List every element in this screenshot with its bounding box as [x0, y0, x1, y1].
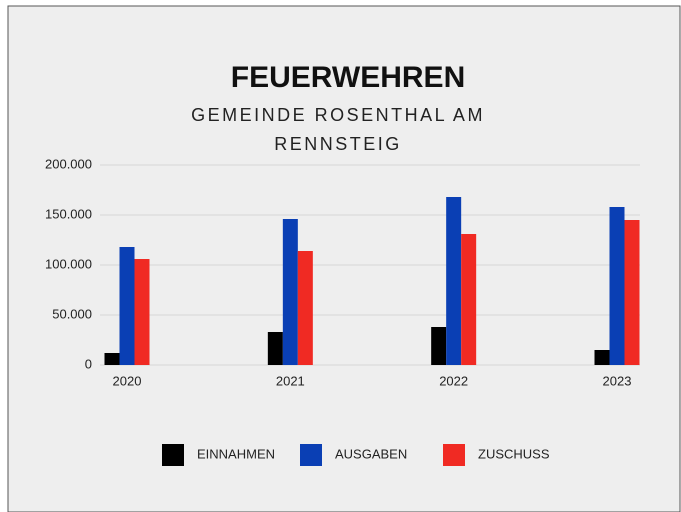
x-tick-label: 2020	[113, 373, 142, 388]
bar	[609, 207, 625, 365]
bar	[594, 350, 610, 365]
legend-swatch	[443, 444, 465, 466]
x-tick-label: 2022	[439, 373, 468, 388]
y-tick-label: 100.000	[45, 256, 92, 271]
legend-swatch	[162, 444, 184, 466]
y-tick-label: 200.000	[45, 156, 92, 171]
bar	[431, 327, 447, 365]
y-tick-label: 150.000	[45, 206, 92, 221]
chart-subtitle: GEMEINDE ROSENTHAL AM	[191, 105, 485, 125]
legend-swatch	[300, 444, 322, 466]
bar	[297, 251, 313, 365]
bar	[267, 332, 283, 365]
legend-label: EINNAHMEN	[197, 446, 275, 461]
chart-title: FEUERWEHREN	[231, 61, 465, 94]
y-tick-label: 50.000	[52, 306, 92, 321]
bar	[446, 197, 462, 365]
x-tick-label: 2023	[603, 373, 632, 388]
bar	[134, 259, 150, 365]
legend-label: AUSGABEN	[335, 446, 407, 461]
bar	[624, 220, 640, 365]
bar	[282, 219, 298, 365]
bar	[104, 353, 120, 365]
bar	[119, 247, 135, 365]
x-tick-label: 2021	[276, 373, 305, 388]
legend-label: ZUSCHUSS	[478, 446, 550, 461]
bar	[461, 234, 477, 365]
chart-subtitle: RENNSTEIG	[274, 134, 402, 154]
y-tick-label: 0	[85, 356, 92, 371]
